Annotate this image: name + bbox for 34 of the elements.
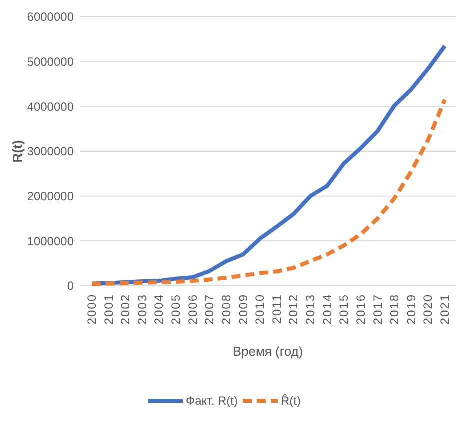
y-tick-label: 0 [67,279,74,294]
y-tick-label: 4000000 [27,100,74,114]
y-axis-title: R(t) [10,140,25,163]
x-tick-label: 2006 [186,294,200,325]
y-tick-label: 1000000 [27,234,74,248]
line-series [90,98,447,286]
x-tick-label: 2019 [404,294,418,325]
y-tick-label: 6000000 [27,10,74,24]
y-tick-label: 3000000 [27,144,74,159]
x-tick-label: 2020 [421,294,436,325]
x-tick-label: 2011 [270,294,284,324]
x-tick-label: 2018 [388,294,402,325]
x-tick-label: 2007 [202,294,217,325]
x-tick-label: 2009 [236,294,250,325]
x-tick-label: 2016 [354,294,368,325]
x-tick-label: 2012 [286,294,301,325]
y-tick-label: 5000000 [27,55,74,70]
x-tick-label: 2001 [102,294,116,325]
x-tick-label: 2021 [438,294,452,325]
x-tick-label: 2003 [135,294,150,325]
x-tick-label: 2014 [320,294,334,325]
x-tick-label: 2017 [370,294,385,325]
x-axis-title: Время (год) [232,344,304,359]
legend-label: Факт. R(t) [186,394,238,408]
x-tick-label: 2008 [219,294,234,325]
x-tick-label: 2013 [304,294,318,325]
x-tick-label: 2000 [85,294,99,325]
y-tick-label: 2000000 [27,190,74,204]
x-tick-label: 2010 [253,294,268,325]
x-tick-label: 2015 [337,294,352,325]
x-tick-label: 2005 [169,294,184,325]
legend-label: R̂(t) [281,394,301,408]
x-tick-label: 2004 [152,294,166,325]
x-tick-label: 2002 [118,294,133,325]
